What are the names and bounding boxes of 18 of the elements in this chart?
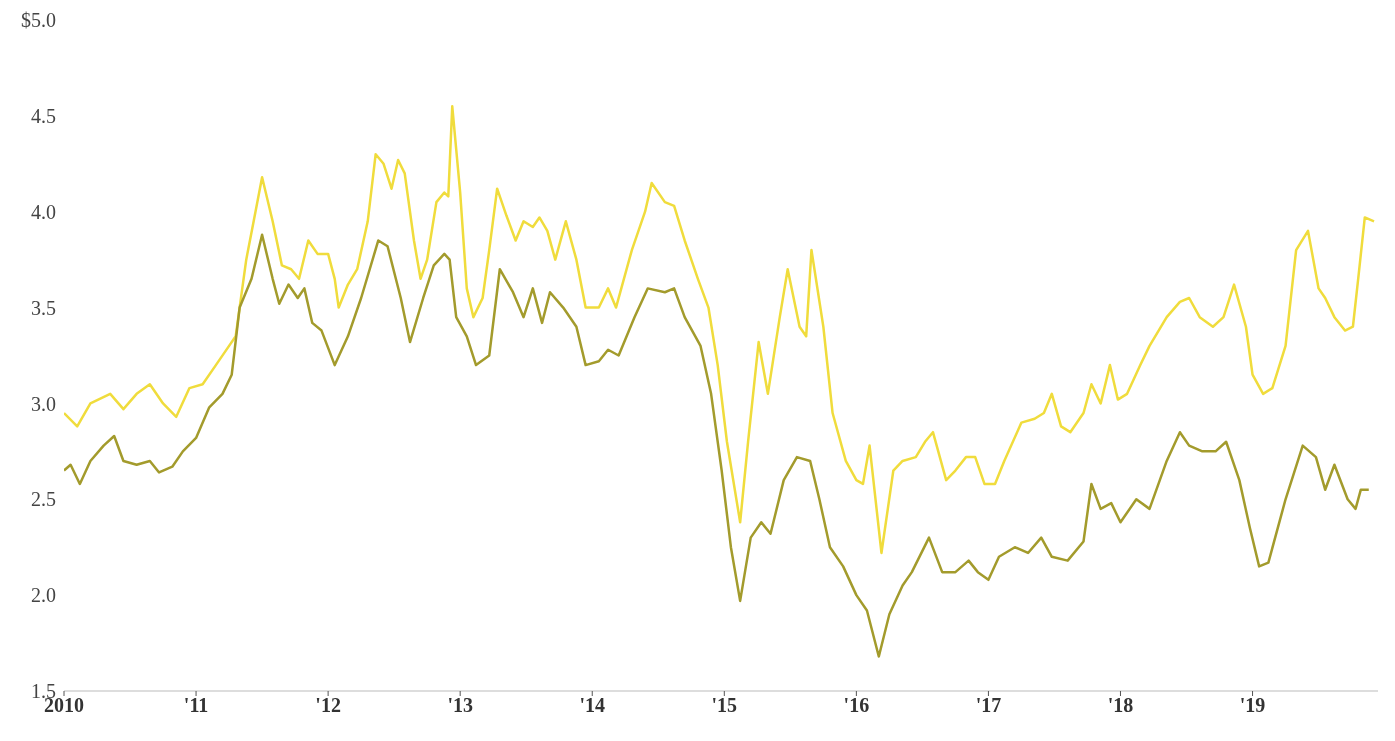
y-tick-label: 2.0 — [31, 584, 56, 607]
y-tick-label: 3.5 — [31, 296, 56, 319]
x-tick-label: '13 — [447, 694, 473, 717]
x-tick-label: '12 — [315, 694, 341, 717]
x-tick-label: '17 — [975, 694, 1002, 717]
line-series — [64, 233, 1371, 658]
y-tick-label: 4.5 — [31, 104, 56, 127]
y-tick-label: $5.0 — [21, 9, 56, 32]
x-tick-label: '18 — [1107, 694, 1134, 717]
y-tick-label: 4.0 — [31, 200, 56, 223]
line-series — [64, 105, 1376, 555]
y-tick-label: 2.5 — [31, 488, 56, 511]
x-tick-label: '19 — [1239, 694, 1266, 717]
y-tick-label: 3.0 — [31, 392, 56, 415]
x-tick-label: '14 — [579, 694, 606, 717]
x-tick-label: '16 — [843, 694, 870, 717]
x-tick-label: '11 — [183, 694, 209, 717]
x-tick-label: '15 — [711, 694, 738, 717]
